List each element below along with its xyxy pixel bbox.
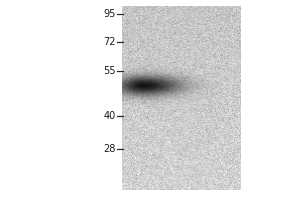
Text: 28: 28 xyxy=(103,144,116,154)
Text: 72: 72 xyxy=(103,37,116,47)
Text: 40: 40 xyxy=(103,111,116,121)
Text: 55: 55 xyxy=(103,66,116,76)
Text: 95: 95 xyxy=(103,9,116,19)
